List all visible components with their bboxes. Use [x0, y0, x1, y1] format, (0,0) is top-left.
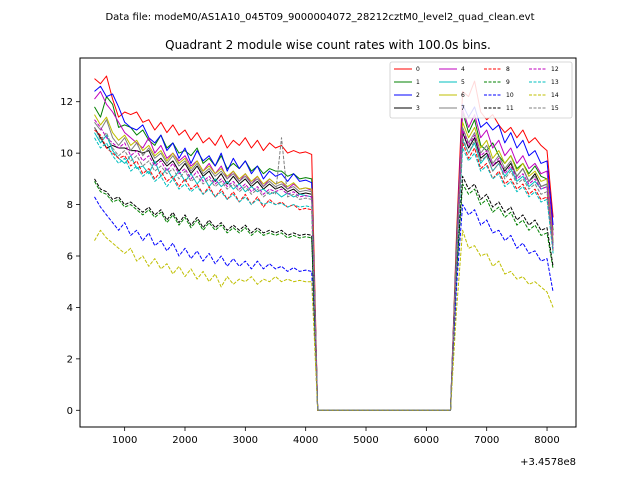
x-tick-label: 7000 [474, 435, 499, 446]
y-tick-label: 6 [67, 252, 73, 263]
y-tick-label: 12 [60, 97, 73, 108]
x-tick-label: 3000 [233, 435, 258, 446]
x-tick-label: 4000 [293, 435, 318, 446]
legend-label-14: 14 [551, 92, 559, 99]
legend-label-11: 11 [506, 105, 514, 112]
legend-label-8: 8 [506, 66, 510, 73]
legend-label-6: 6 [461, 92, 465, 99]
legend-box [389, 61, 573, 119]
legend-label-4: 4 [461, 66, 465, 73]
legend-label-2: 2 [416, 92, 420, 99]
y-tick-label: 4 [67, 303, 73, 314]
legend-label-1: 1 [416, 79, 420, 86]
legend-label-13: 13 [551, 79, 559, 86]
series-line-10 [94, 196, 554, 411]
series-line-15 [94, 127, 554, 411]
legend-label-9: 9 [506, 79, 510, 86]
legend-label-7: 7 [461, 105, 465, 112]
legend-label-0: 0 [416, 66, 420, 73]
x-tick-label: 6000 [414, 435, 439, 446]
series-line-14 [94, 229, 554, 411]
axis-ticks: 1000 2000 3000 4000 5000 6000 7000 8000 0 2 4 6 8 10 1… [60, 97, 559, 446]
legend-label-5: 5 [461, 79, 465, 86]
legend-label-3: 3 [416, 105, 420, 112]
legend-label-10: 10 [506, 92, 514, 99]
x-tick-label: 5000 [353, 435, 378, 446]
x-tick-label: 1000 [112, 435, 137, 446]
plot-lines [94, 75, 554, 411]
legend-label-12: 12 [551, 66, 559, 73]
y-tick-label: 10 [60, 149, 73, 160]
chart-suptitle: Data file: modeM0/AS1A10_045T09_90000040… [105, 12, 534, 23]
axes-frame [79, 57, 577, 428]
x-tick-label: 2000 [172, 435, 197, 446]
y-tick-label: 0 [67, 406, 73, 417]
legend-label-15: 15 [551, 105, 559, 112]
x-offset-label: +3.4578e8 [520, 457, 576, 468]
y-tick-label: 2 [67, 354, 73, 365]
chart-title: Quadrant 2 module wise count rates with … [165, 38, 491, 52]
y-tick-label: 8 [67, 200, 73, 211]
x-tick-label: 8000 [534, 435, 559, 446]
